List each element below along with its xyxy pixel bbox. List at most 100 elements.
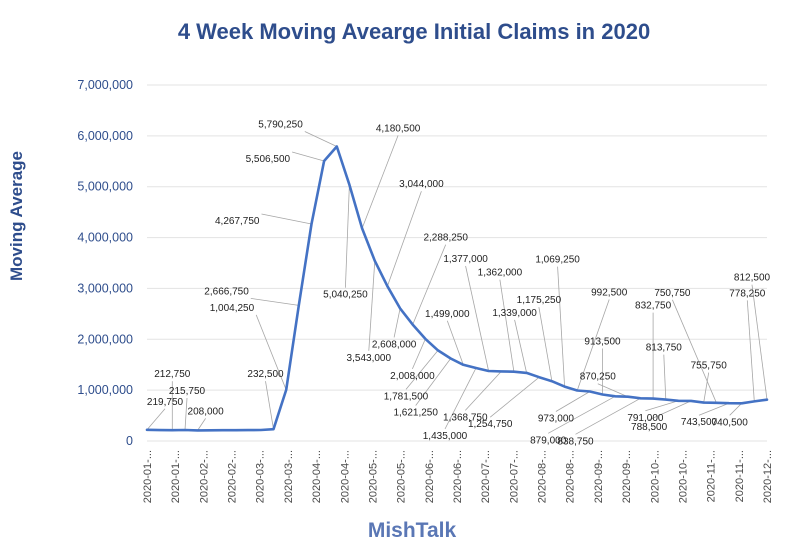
data-label: 1,781,500 xyxy=(384,391,429,402)
data-label: 212,750 xyxy=(154,369,191,380)
data-label-leader xyxy=(514,319,527,373)
data-label-leader xyxy=(250,298,299,306)
x-tick-label: 2020-02-... xyxy=(227,450,239,503)
data-label: 1,368,750 xyxy=(443,412,488,423)
x-tick-label: 2020-10-... xyxy=(677,450,689,503)
x-axis-ticks: 2020-01-... 2020-01-... 2020-02-... 2020-02… xyxy=(142,450,774,503)
data-label: 208,000 xyxy=(188,406,225,417)
data-label: 5,040,250 xyxy=(323,290,368,301)
data-label-leader xyxy=(405,350,439,390)
data-label: 788,500 xyxy=(631,422,668,433)
y-tick-label: 1,000,000 xyxy=(77,383,133,397)
y-tick-label: 0 xyxy=(126,434,133,448)
data-label-leader xyxy=(648,400,692,421)
x-tick-label: 2020-07-... xyxy=(480,450,492,503)
data-label-leader xyxy=(499,279,515,372)
x-tick-label: 2020-01-... xyxy=(142,450,154,503)
data-label-leader xyxy=(304,131,337,147)
y-axis-label: Moving Average xyxy=(7,151,26,281)
data-label: 913,500 xyxy=(584,337,621,348)
data-label: 1,339,000 xyxy=(492,308,537,319)
y-tick-label: 6,000,000 xyxy=(77,129,133,143)
x-tick-label: 2020-02-... xyxy=(198,450,210,503)
data-label: 879,000 xyxy=(530,435,567,446)
data-label: 215,750 xyxy=(169,386,206,397)
data-label: 1,499,000 xyxy=(425,309,470,320)
data-label: 2,666,750 xyxy=(204,286,249,297)
x-tick-label: 2020-11-... xyxy=(734,450,746,502)
data-label-leader xyxy=(184,397,188,431)
data-label-leader xyxy=(197,418,206,431)
x-tick-label: 2020-03-... xyxy=(283,450,295,503)
data-label: 4,267,750 xyxy=(215,216,260,227)
y-tick-label: 3,000,000 xyxy=(77,281,133,295)
data-label-leader xyxy=(751,284,768,400)
data-label-leader xyxy=(703,372,710,403)
data-label: 1,435,000 xyxy=(423,431,468,442)
data-label-leader xyxy=(555,391,591,412)
x-tick-label: 2020-12-... xyxy=(762,450,774,503)
data-label: 870,250 xyxy=(580,372,617,383)
data-label-leader xyxy=(361,135,399,229)
label-leaders xyxy=(146,131,768,435)
y-tick-label: 4,000,000 xyxy=(77,231,133,245)
data-label: 755,750 xyxy=(691,361,728,372)
data-label: 1,377,000 xyxy=(443,254,488,265)
data-label-leader xyxy=(446,320,464,365)
data-label: 791,000 xyxy=(627,413,664,424)
data-label: 1,069,250 xyxy=(535,255,580,266)
data-label: 2,008,000 xyxy=(390,371,435,382)
data-label: 4,180,500 xyxy=(376,123,421,134)
data-label: 812,500 xyxy=(734,273,771,284)
data-label-leader xyxy=(465,371,502,411)
data-label: 1,362,000 xyxy=(478,268,523,279)
data-label-leader xyxy=(291,151,325,162)
x-tick-label: 2020-05-... xyxy=(396,450,408,503)
data-label-leader xyxy=(663,354,667,400)
data-label: 832,750 xyxy=(635,301,672,312)
data-label: 973,000 xyxy=(538,414,575,425)
chart-title: 4 Week Moving Avearge Initial Claims in … xyxy=(178,19,650,44)
data-label-leader xyxy=(538,307,553,382)
data-label: 1,175,250 xyxy=(517,295,562,306)
y-tick-label: 7,000,000 xyxy=(77,78,133,92)
data-label: 5,506,500 xyxy=(246,154,291,165)
data-label-leader xyxy=(729,403,742,416)
data-label: 5,790,250 xyxy=(258,120,303,131)
x-tick-label: 2020-08-... xyxy=(537,450,549,503)
data-label: 743,500 xyxy=(681,417,718,428)
data-label-leader xyxy=(465,265,489,372)
gridlines xyxy=(147,84,767,442)
data-label-leader xyxy=(672,299,717,403)
x-tick-label: 2020-06-... xyxy=(424,450,436,503)
series-line xyxy=(145,145,769,432)
data-label-leader xyxy=(489,376,540,418)
data-label-leader xyxy=(255,314,287,391)
data-label: 3,543,000 xyxy=(347,353,392,364)
data-label: 1,254,750 xyxy=(468,419,513,430)
x-tick-label: 2020-09-... xyxy=(593,450,605,503)
y-tick-label: 2,000,000 xyxy=(77,332,133,346)
series-layer xyxy=(145,145,769,432)
data-label-leader xyxy=(557,266,565,387)
data-label-leader xyxy=(444,367,477,430)
data-label: 219,750 xyxy=(147,397,184,408)
data-label-leader xyxy=(393,308,401,338)
x-tick-label: 2020-05-... xyxy=(367,450,379,503)
data-label-leader xyxy=(575,397,641,435)
data-label-leader xyxy=(412,338,426,370)
data-label-leader xyxy=(368,260,376,351)
data-label-leader xyxy=(415,358,452,406)
data-label-leader xyxy=(597,383,628,398)
data-label: 2,608,000 xyxy=(372,339,417,350)
source-label: MishTalk xyxy=(368,519,457,542)
data-label-leader xyxy=(261,213,312,225)
data-label: 1,004,250 xyxy=(210,303,255,314)
data-label-leader xyxy=(265,381,274,430)
data-label: 813,750 xyxy=(646,343,683,354)
y-axis-ticks: 0 1,000,000 2,000,000 3,000,000 4,000,000 5,0… xyxy=(77,78,133,448)
data-label: 232,500 xyxy=(247,369,284,380)
data-label: 740,500 xyxy=(712,417,749,428)
data-label-leader xyxy=(345,184,350,288)
